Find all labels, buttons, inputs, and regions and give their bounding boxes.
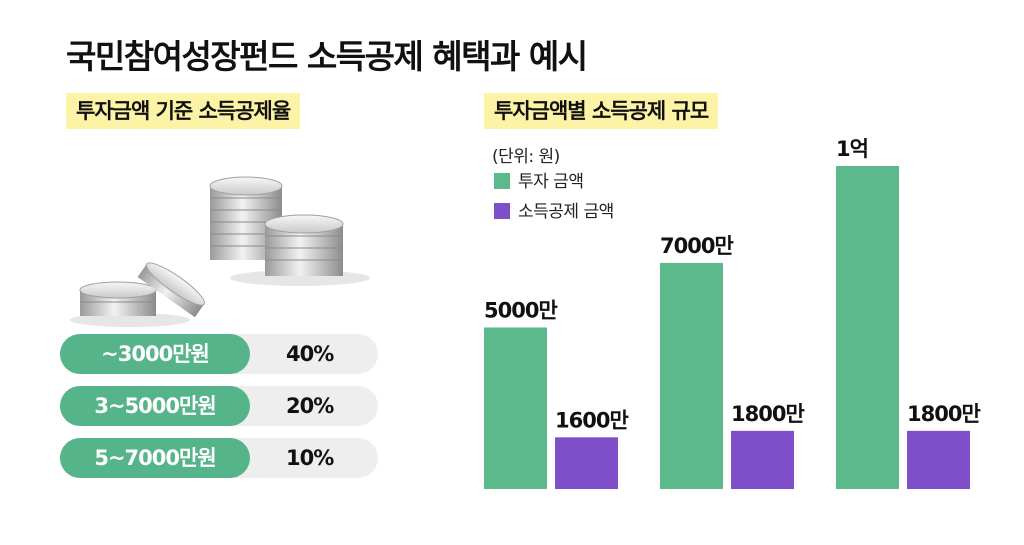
coin-tilted [137, 262, 205, 318]
rate-value: 40% [286, 342, 334, 366]
rate-range: ~3000만원 [60, 334, 250, 374]
rate-row: ~3000만원 40% [60, 334, 378, 374]
legend-label: 소득공제 금액 [518, 202, 614, 222]
bar-value-label: 5000만 [484, 299, 557, 323]
bar-value-label: 1800만 [907, 402, 980, 426]
bar-value-label: 1600만 [555, 408, 628, 432]
rate-range: 3~5000만원 [60, 386, 250, 426]
rate-row: 3~5000만원 20% [60, 386, 378, 426]
legend-swatch [494, 203, 510, 219]
page-title: 국민참여성장펀드 소득공제 혜택과 예시 [66, 37, 588, 76]
coins-illustration [70, 176, 370, 327]
coin-stack-front [264, 214, 344, 276]
legend-swatch [494, 173, 510, 189]
bar-deduction [907, 430, 970, 489]
legend-item-invest: 투자 금액 [494, 172, 584, 192]
rate-range: 5~7000만원 [60, 438, 250, 478]
rate-value: 10% [286, 446, 334, 470]
bar-invest [836, 166, 899, 489]
bar-invest [484, 327, 547, 489]
deduction-rate-label: 투자금액 기준 소득공제율 [66, 93, 301, 129]
coin-small-stack [79, 281, 157, 316]
deduction-scale-label: 투자금액별 소득공제 규모 [484, 93, 719, 129]
bar-value-label: 1800만 [731, 402, 804, 426]
bar-value-label: 7000만 [660, 234, 733, 258]
rate-value: 20% [286, 394, 334, 418]
unit-label: (단위: 원) [492, 147, 560, 167]
rate-row: 5~7000만원 10% [60, 438, 378, 478]
bar-deduction [555, 437, 618, 489]
bar-invest [660, 262, 723, 489]
legend-item-deduction: 소득공제 금액 [494, 202, 614, 222]
bar-deduction [731, 430, 794, 489]
bar-value-label: 1억 [836, 137, 868, 161]
legend-label: 투자 금액 [518, 172, 584, 192]
